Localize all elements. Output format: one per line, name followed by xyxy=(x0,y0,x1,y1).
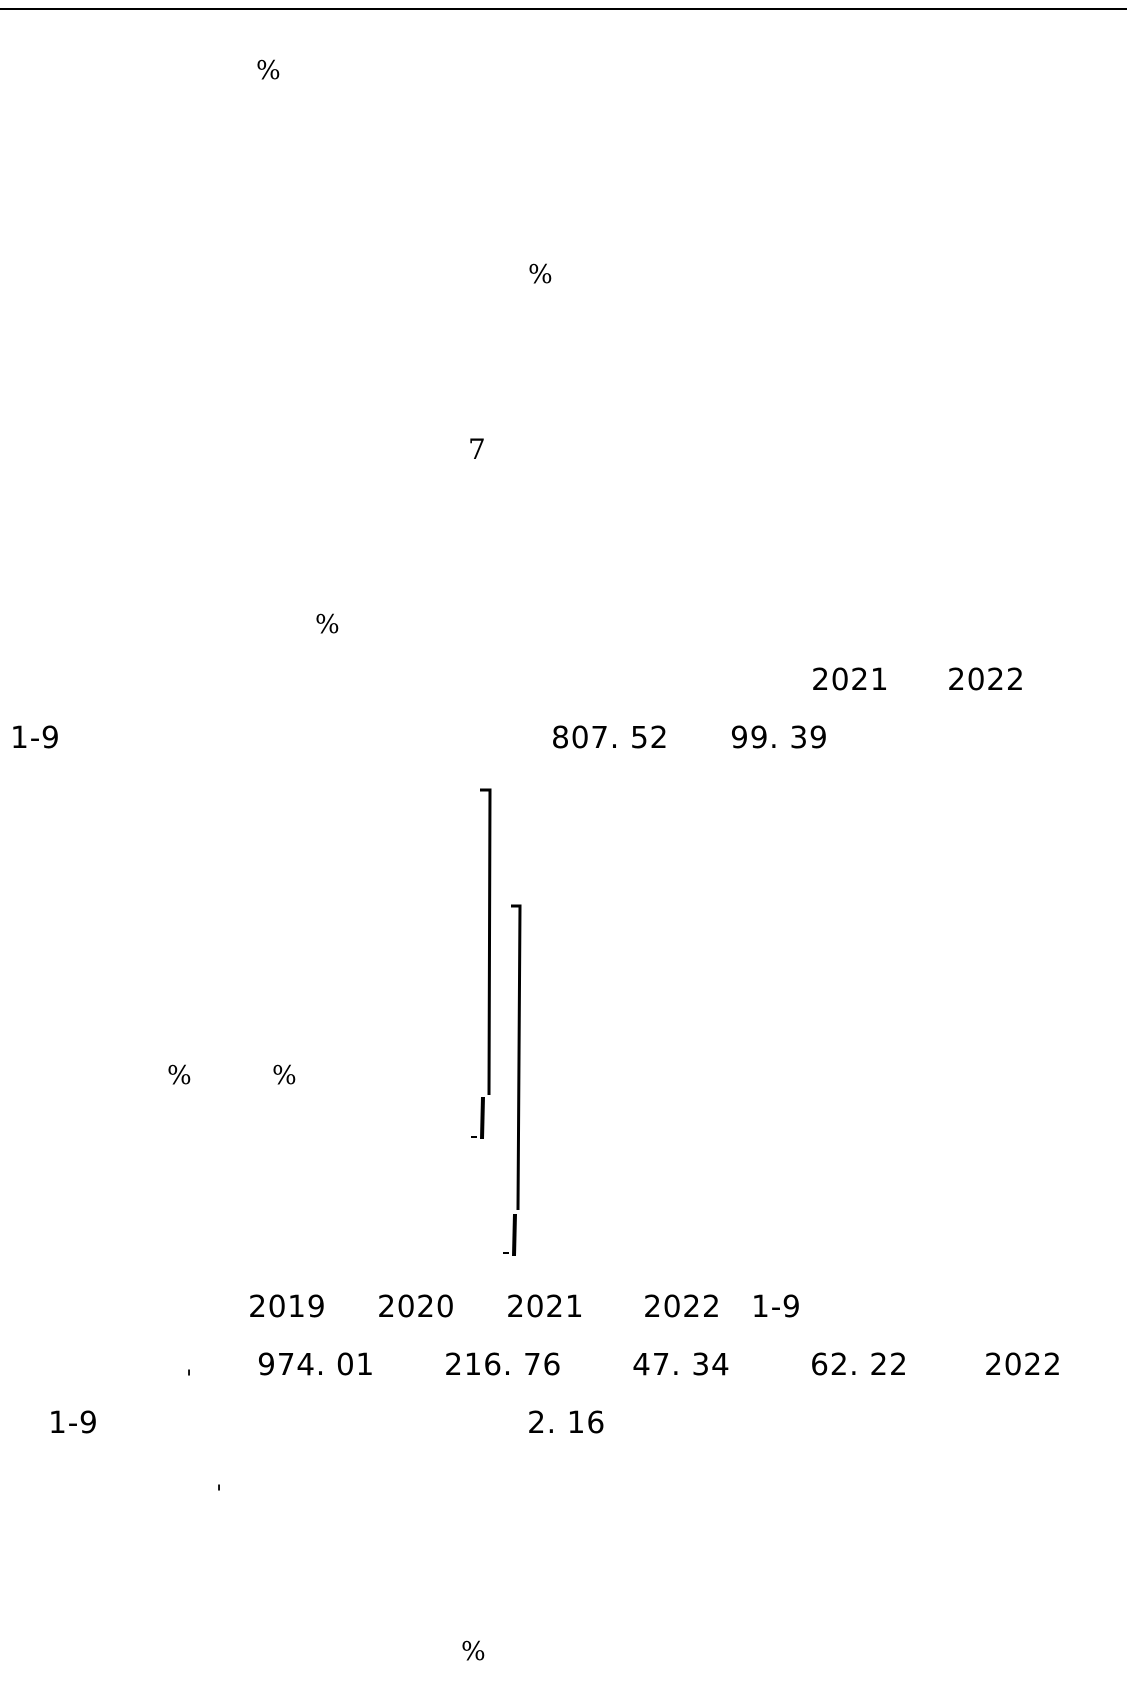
stray-mark: ' xyxy=(186,1367,193,1392)
percent-sign: % xyxy=(272,1061,297,1091)
header-rule xyxy=(0,8,1127,10)
percent-sign: % xyxy=(256,56,281,86)
period-label: 1-9 xyxy=(48,1406,99,1441)
value-text: 62. 22 xyxy=(810,1348,909,1383)
stray-mark: ' xyxy=(216,1482,223,1507)
value-text: 99. 39 xyxy=(730,721,829,756)
year-label: 2022 xyxy=(984,1348,1063,1383)
value-text: 47. 34 xyxy=(632,1348,731,1383)
year-label: 2022 xyxy=(947,663,1026,698)
bracket-tail-2 xyxy=(512,1213,517,1257)
bracket-tail-1 xyxy=(480,1096,485,1140)
period-label: 1-9 xyxy=(10,721,61,756)
value-text: 216. 76 xyxy=(444,1348,563,1383)
value-text: 807. 52 xyxy=(551,721,670,756)
year-label: 2019 xyxy=(248,1290,327,1325)
percent-sign: % xyxy=(528,260,553,290)
bracket-line-1 xyxy=(480,788,492,1096)
bracket-line-2 xyxy=(511,904,522,1211)
year-label: 2022 xyxy=(643,1290,722,1325)
year-label: 2021 xyxy=(506,1290,585,1325)
isolated-number: 7 xyxy=(468,433,486,466)
percent-sign: % xyxy=(315,610,340,640)
year-label: 2021 xyxy=(811,663,890,698)
percent-sign: % xyxy=(167,1061,192,1091)
period-label: 1-9 xyxy=(751,1290,802,1325)
year-label: 2020 xyxy=(377,1290,456,1325)
value-text: 2. 16 xyxy=(527,1406,606,1441)
value-text: 974. 01 xyxy=(257,1348,376,1383)
percent-sign: % xyxy=(461,1637,486,1667)
